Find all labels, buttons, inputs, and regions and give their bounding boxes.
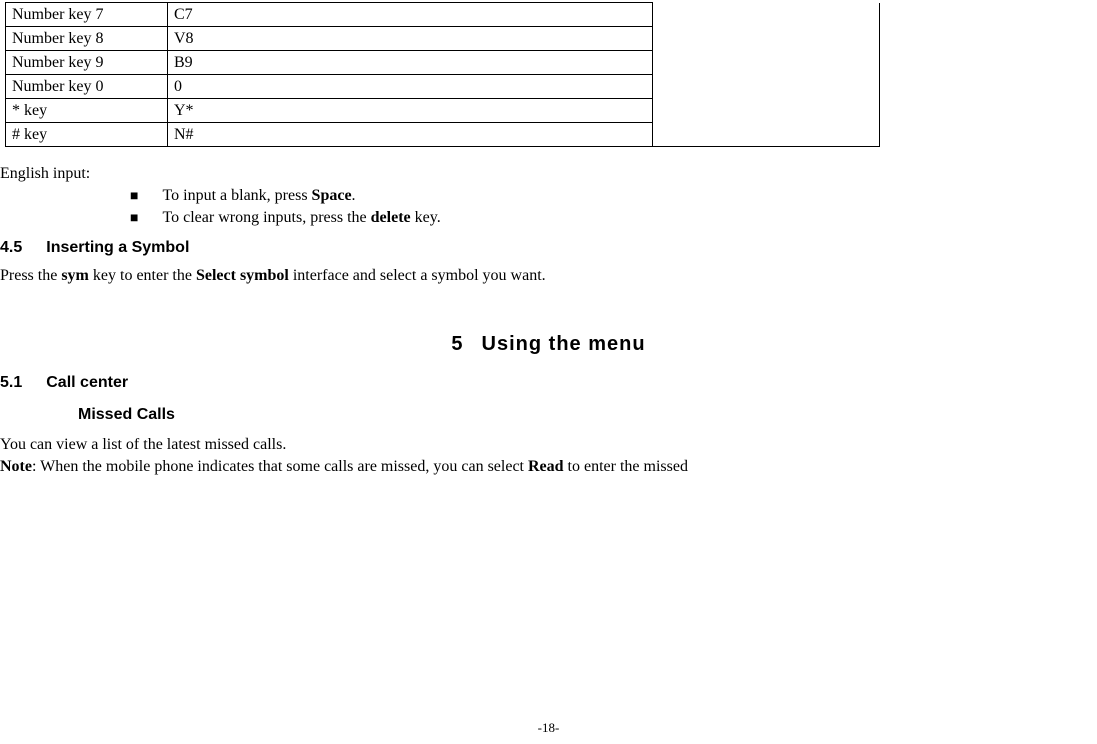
section-5-1-heading: 5.1Call center (0, 374, 1097, 392)
table-cell-key: Number key 0 (6, 75, 168, 99)
section-4-5-heading: 4.5Inserting a Symbol (0, 239, 1097, 257)
list-item: ■ To clear wrong inputs, press the delet… (130, 209, 1097, 229)
bullet-icon: ■ (130, 209, 138, 229)
bullet-list: ■ To input a blank, press Space. ■ To cl… (130, 187, 1097, 229)
table-cell-val: B9 (168, 51, 653, 75)
section-4-5-body: Press the sym key to enter the Select sy… (0, 267, 1097, 285)
missed-calls-note: Note: When the mobile phone indicates th… (0, 458, 1097, 476)
table-cell-val: V8 (168, 27, 653, 51)
missed-calls-heading: Missed Calls (78, 406, 1097, 424)
table-cell-val: 0 (168, 75, 653, 99)
page-number: -18- (0, 720, 1097, 736)
chapter-5-heading: 5Using the menu (0, 333, 1097, 356)
table-cell-val: N# (168, 123, 653, 147)
key-mapping-table: Number key 7 C7 Number key 8 V8 Number k… (5, 2, 1097, 147)
table-cell-key: Number key 8 (6, 27, 168, 51)
table-cell-key: Number key 9 (6, 51, 168, 75)
table-cell-key: Number key 7 (6, 3, 168, 27)
list-item: ■ To input a blank, press Space. (130, 187, 1097, 207)
table-row: Number key 7 C7 (6, 3, 880, 27)
table-cell-key: # key (6, 123, 168, 147)
english-input-label: English input: (0, 165, 1097, 183)
missed-calls-line1: You can view a list of the latest missed… (0, 436, 1097, 454)
table-cell-key: * key (6, 99, 168, 123)
bullet-text: To input a blank, press Space. (162, 187, 355, 205)
bullet-icon: ■ (130, 187, 138, 207)
table-cell-val: Y* (168, 99, 653, 123)
table-cell-extra (653, 3, 880, 147)
table-cell-val: C7 (168, 3, 653, 27)
bullet-text: To clear wrong inputs, press the delete … (162, 209, 440, 227)
